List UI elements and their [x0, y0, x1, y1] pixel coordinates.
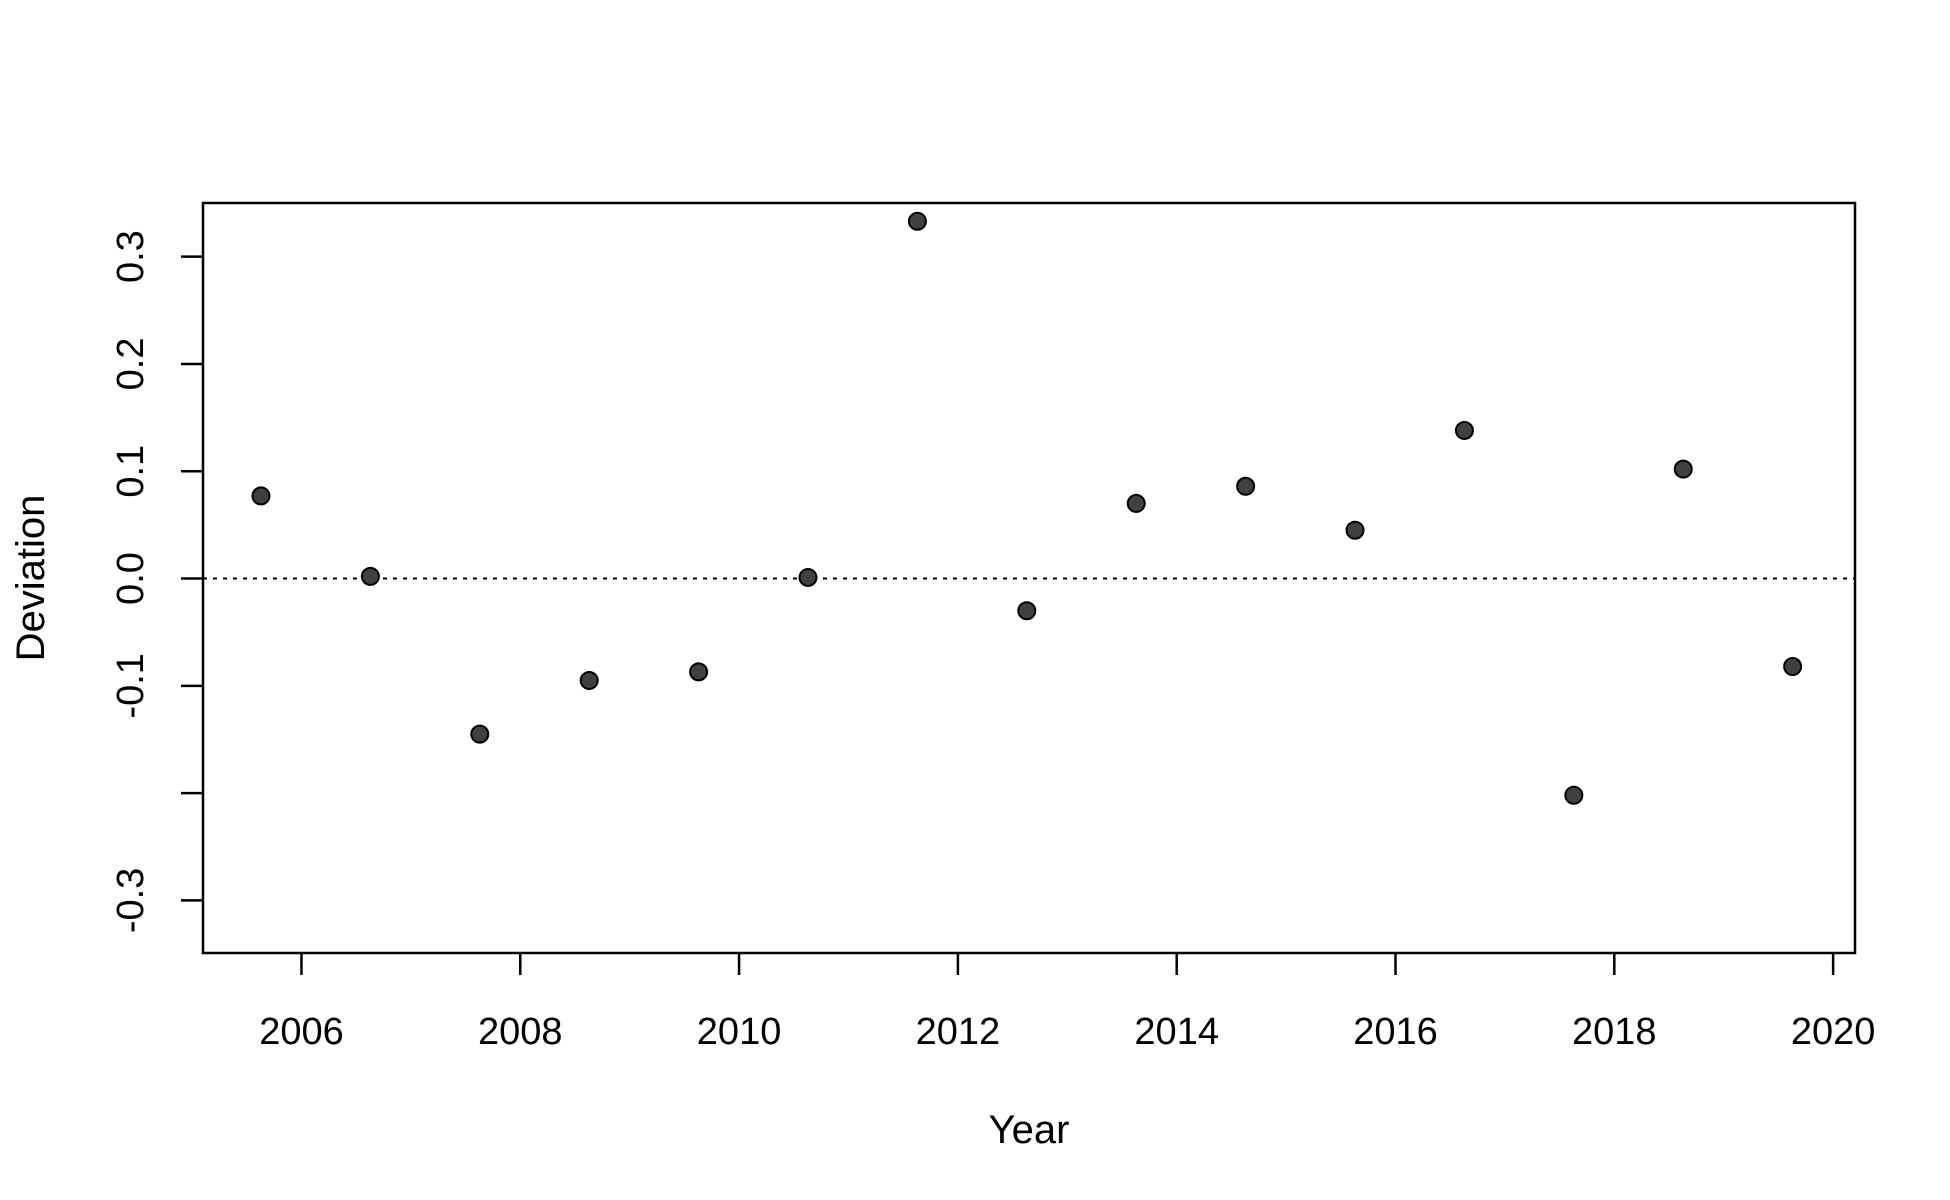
y-tick-label: 0.3 [110, 230, 152, 283]
x-tick-label: 2018 [1572, 1011, 1657, 1053]
data-point [470, 724, 490, 744]
y-axis: -0.3 -0.1 0.0 0.1 0.2 0.3 [110, 230, 203, 933]
x-tick-label: 2016 [1353, 1011, 1438, 1053]
data-point [798, 567, 818, 587]
data-point [1673, 459, 1693, 479]
x-tick-label: 2010 [697, 1011, 782, 1053]
data-point [1126, 493, 1146, 513]
data-point [907, 211, 927, 231]
data-point [1345, 520, 1365, 540]
y-tick-label: -0.1 [110, 653, 152, 718]
plot-frame [201, 201, 1857, 955]
data-point [1783, 657, 1803, 677]
data-point [1236, 476, 1256, 496]
y-tick-label: 0.0 [110, 552, 152, 605]
data-point [1564, 785, 1584, 805]
data-point [689, 662, 709, 682]
x-axis: 2006 2008 2010 2012 2014 2016 2018 2020 [259, 953, 1875, 1053]
x-tick-label: 2020 [1791, 1011, 1876, 1053]
y-tick-label: 0.1 [110, 445, 152, 498]
x-tick-label: 2008 [478, 1011, 563, 1053]
data-point [1454, 420, 1474, 440]
data-point [251, 486, 271, 506]
y-tick-label: 0.2 [110, 338, 152, 391]
data-point [360, 566, 380, 586]
data-point [1017, 601, 1037, 621]
y-tick-label: -0.3 [110, 868, 152, 933]
x-tick-label: 2014 [1134, 1011, 1219, 1053]
x-tick-label: 2006 [259, 1011, 344, 1053]
data-points [251, 211, 1803, 805]
x-tick-label: 2012 [916, 1011, 1001, 1053]
x-axis-label: Year [989, 1108, 1070, 1152]
data-point [579, 670, 599, 690]
y-axis-label: Deviation [9, 495, 53, 662]
